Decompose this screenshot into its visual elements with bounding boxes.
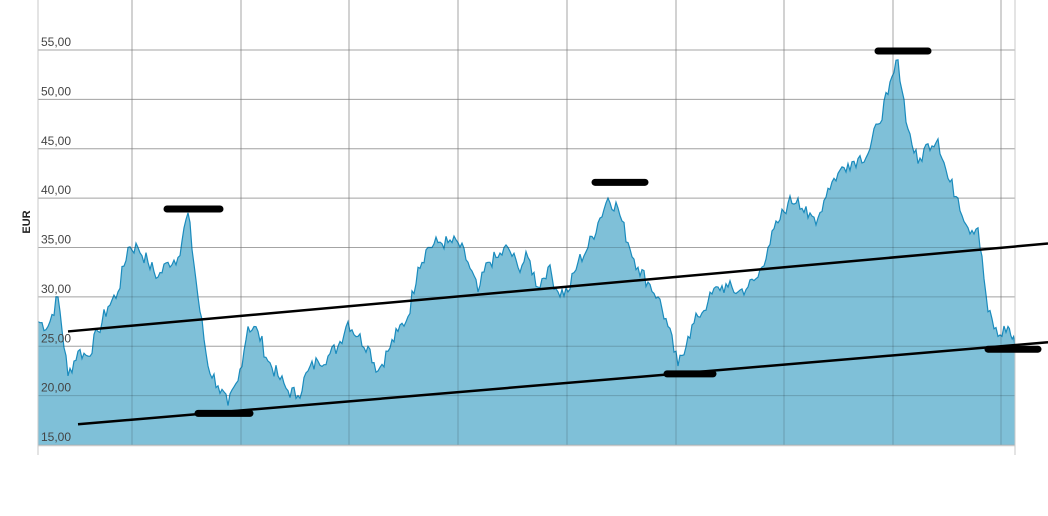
y-tick-label: 45,00 [41,134,71,148]
price-line [37,59,1016,406]
price-area [38,59,1015,446]
y-tick-label: 55,00 [41,35,71,49]
y-tick-label: 30,00 [41,282,71,296]
y-tick-label: 20,00 [41,381,71,395]
trend-line [67,242,1048,333]
y-tick-label: 35,00 [41,233,71,247]
y-tick-label: 25,00 [41,331,71,345]
y-tick-label: 15,00 [41,430,71,444]
y-axis-label: EUR [21,210,33,233]
y-tick-label: 50,00 [41,84,71,98]
y-tick-label: 40,00 [41,183,71,197]
